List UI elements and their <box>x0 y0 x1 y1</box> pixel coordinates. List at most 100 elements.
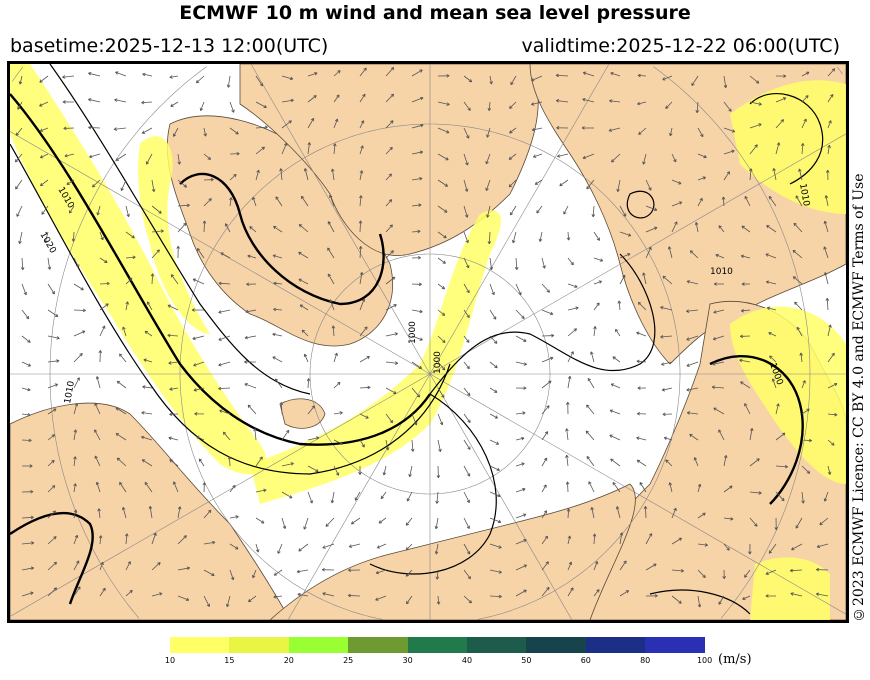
wind-arrow <box>307 436 320 441</box>
wind-arrow <box>593 326 597 337</box>
wind-arrow <box>14 153 23 163</box>
wind-arrow <box>405 517 413 526</box>
wind-arrow <box>98 535 103 545</box>
wind-arrow <box>20 257 25 271</box>
wind-arrow <box>255 146 265 155</box>
wind-arrow <box>801 465 811 474</box>
wind-arrow <box>774 517 779 531</box>
wind-arrow <box>541 484 547 493</box>
wind-arrow <box>536 205 543 214</box>
wind-arrow <box>697 127 704 138</box>
colorbar-tick: 60 <box>580 656 591 665</box>
wind-arrow <box>435 491 439 504</box>
isobars <box>10 64 824 615</box>
wind-arrow <box>298 251 309 259</box>
isobar-label: 1020 <box>37 231 57 256</box>
wind-arrow <box>411 309 423 314</box>
wind-arrow <box>795 517 803 529</box>
wind-arrow <box>541 586 550 597</box>
wind-arrow <box>73 257 80 268</box>
wind-arrow <box>463 569 471 580</box>
wind-arrow <box>509 101 517 109</box>
wind-arrow <box>253 428 257 441</box>
wind-arrow <box>255 517 265 524</box>
wind-arrow <box>567 375 572 389</box>
wind-arrow <box>586 456 595 467</box>
wind-arrow <box>125 561 131 571</box>
wind-arrow <box>169 75 179 79</box>
wind-arrow <box>541 356 554 363</box>
wind-arrow <box>73 429 78 441</box>
wind-arrow <box>203 127 207 137</box>
wind-arrow <box>588 481 595 493</box>
wind-arrow <box>88 125 101 130</box>
wind-arrow <box>744 569 751 578</box>
wind-arrow <box>645 594 658 598</box>
wind-arrow <box>610 71 621 77</box>
wind-arrow <box>434 517 439 530</box>
wind-arrow <box>697 595 702 608</box>
wind-arrow <box>348 568 361 573</box>
wind-arrow <box>645 179 652 191</box>
wind-arrow <box>380 491 387 500</box>
wind-arrow <box>489 361 498 369</box>
wind-arrow <box>255 125 268 130</box>
wind-arrow <box>196 435 205 441</box>
wind-arrow <box>385 173 392 181</box>
wind-arrow <box>671 569 684 573</box>
wind-arrow <box>99 231 104 241</box>
wind-arrow <box>749 517 758 527</box>
wind-arrow <box>125 301 129 311</box>
wind-arrow <box>177 222 187 233</box>
wind-arrow <box>410 439 415 452</box>
wind-arrow <box>385 93 395 103</box>
wind-arrow <box>749 75 760 84</box>
wind-arrow <box>489 594 502 599</box>
wind-arrow <box>307 72 318 77</box>
wind-arrow <box>775 97 787 103</box>
wind-arrow <box>792 249 803 259</box>
isobar-line <box>749 93 824 185</box>
wind-arrow <box>637 73 647 78</box>
wind-arrow <box>229 173 237 181</box>
wind-arrow <box>375 569 387 575</box>
wind-arrow <box>177 566 191 571</box>
wind-arrow <box>463 543 471 555</box>
wind-arrow <box>686 280 699 285</box>
wind-arrow <box>192 335 205 341</box>
wind-arrow <box>348 543 361 548</box>
wind-arrow <box>689 250 699 259</box>
wind-arrow <box>663 436 673 441</box>
wind-arrow <box>298 543 309 552</box>
wind-arrow <box>741 282 751 286</box>
wind-arrow <box>385 304 397 311</box>
wind-arrow <box>406 491 413 502</box>
wind-arrow <box>436 465 441 479</box>
weather-map[interactable]: 1010 1020 1010 1000 1000 1010 1000 1010 <box>7 61 849 623</box>
wind-arrow <box>95 376 101 389</box>
wind-arrow <box>766 306 777 311</box>
wind-arrow <box>354 491 361 501</box>
wind-arrow <box>89 153 101 159</box>
wind-arrow <box>378 517 387 524</box>
wind-arrow <box>247 404 257 415</box>
wind-arrow <box>691 75 699 87</box>
wind-arrow <box>41 205 49 215</box>
wind-arrow <box>375 595 387 601</box>
wind-arrow <box>593 280 603 285</box>
wind-arrow <box>531 101 543 106</box>
wind-arrow <box>350 517 361 525</box>
wind-arrow <box>359 356 370 363</box>
wind-arrow <box>307 491 314 504</box>
wind-arrow <box>636 459 647 467</box>
wind-arrow <box>411 177 423 181</box>
wind-arrow <box>273 569 283 576</box>
wind-arrow <box>141 127 153 134</box>
wind-arrow <box>713 282 725 286</box>
wind-arrow <box>567 306 579 311</box>
isobar-line <box>429 253 656 395</box>
isobar-label: 1000 <box>408 321 418 344</box>
wind-arrow <box>775 403 780 415</box>
wind-arrow <box>515 487 526 493</box>
wind-arrow <box>115 71 127 77</box>
